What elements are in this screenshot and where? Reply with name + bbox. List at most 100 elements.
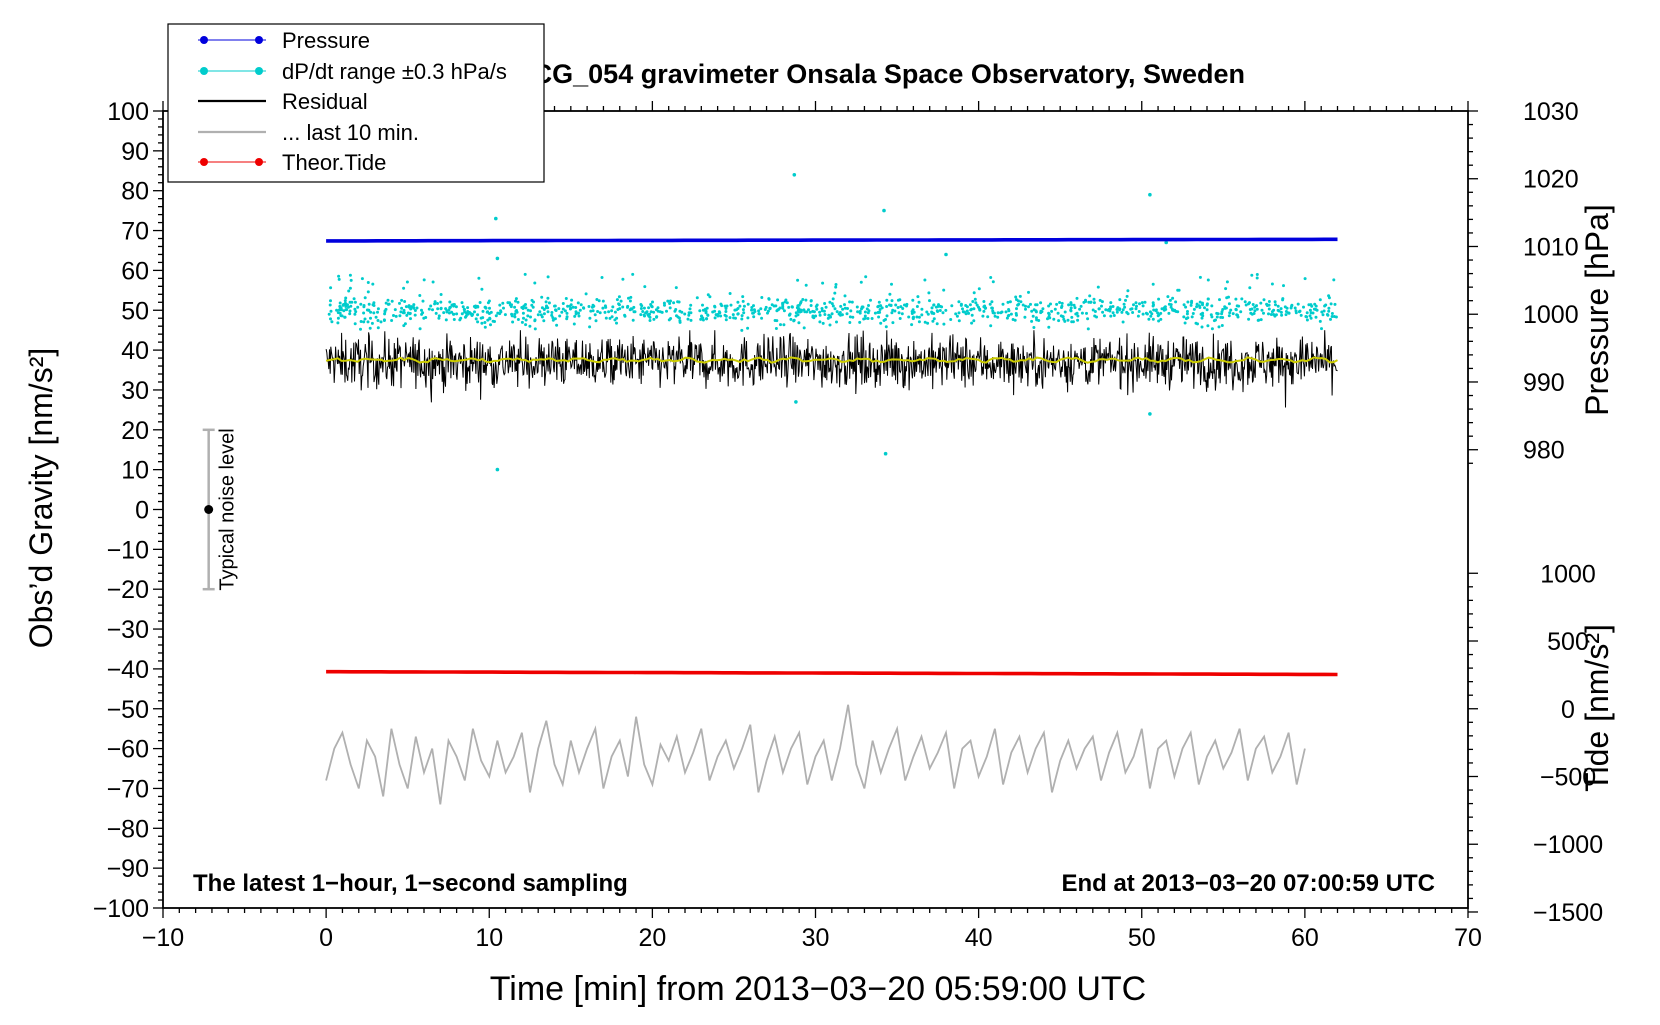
dpdt-point bbox=[366, 281, 370, 284]
dpdt-point bbox=[1333, 302, 1337, 306]
dpdt-point bbox=[1126, 289, 1130, 293]
dpdt-point bbox=[1034, 309, 1038, 313]
dpdt-point bbox=[724, 318, 728, 322]
dpdt-point bbox=[511, 320, 515, 324]
dpdt-point bbox=[648, 319, 652, 322]
dpdt-point bbox=[846, 307, 849, 310]
dpdt-point bbox=[701, 303, 704, 307]
dpdt-point bbox=[601, 306, 605, 310]
dpdt-point bbox=[1307, 303, 1311, 307]
dpdt-point bbox=[498, 303, 502, 307]
dpdt-point bbox=[1135, 304, 1138, 308]
series-smoothed-residual-line bbox=[325, 356, 1338, 364]
x-axis-label: Time [min] from 2013−03−20 05:59:00 UTC bbox=[490, 970, 1146, 1008]
dpdt-point bbox=[978, 308, 982, 312]
dpdt-point bbox=[1248, 286, 1252, 290]
dpdt-point bbox=[796, 313, 800, 317]
dpdt-point bbox=[1115, 310, 1119, 314]
dpdt-point bbox=[915, 315, 919, 319]
dpdt-point bbox=[1011, 318, 1015, 321]
legend-label-last10: ... last 10 min. bbox=[282, 120, 419, 145]
dpdt-point bbox=[1247, 317, 1251, 321]
dpdt-point bbox=[1305, 318, 1309, 322]
dpdt-point bbox=[967, 311, 971, 315]
dpdt-point bbox=[623, 314, 627, 318]
dpdt-point bbox=[1303, 277, 1307, 281]
dpdt-point bbox=[968, 303, 972, 307]
dpdt-point bbox=[1279, 310, 1283, 314]
dpdt-point bbox=[1330, 315, 1334, 318]
dpdt-point bbox=[650, 304, 654, 308]
dpdt-point bbox=[489, 310, 493, 314]
dpdt-point bbox=[1313, 302, 1317, 306]
dpdt-point bbox=[870, 317, 874, 320]
dpdt-point bbox=[1021, 303, 1025, 307]
dpdt-point bbox=[629, 295, 633, 299]
dpdt-point bbox=[506, 301, 510, 305]
dpdt-point bbox=[1067, 303, 1071, 307]
dpdt-point bbox=[516, 300, 520, 304]
dpdt-point bbox=[878, 308, 882, 311]
dpdt-point bbox=[863, 310, 867, 314]
dpdt-point bbox=[1234, 297, 1238, 301]
y-tick-label-pressure: 990 bbox=[1523, 369, 1565, 397]
dpdt-point bbox=[399, 310, 403, 314]
dpdt-point bbox=[733, 308, 737, 312]
dpdt-point bbox=[1118, 298, 1122, 302]
dpdt-point bbox=[851, 315, 855, 319]
dpdt-point bbox=[1167, 311, 1171, 315]
dpdt-point bbox=[1157, 297, 1161, 301]
dpdt-point bbox=[386, 298, 390, 302]
dpdt-point bbox=[720, 304, 724, 308]
dpdt-outlier-point-10 bbox=[1164, 240, 1168, 245]
dpdt-outlier-point-6 bbox=[883, 451, 888, 456]
dpdt-outlier-point-7 bbox=[944, 252, 948, 257]
dpdt-point bbox=[1200, 316, 1204, 320]
dpdt-point bbox=[1164, 307, 1168, 311]
dpdt-point bbox=[376, 310, 379, 314]
dpdt-point bbox=[513, 312, 517, 316]
dpdt-point bbox=[348, 300, 352, 304]
dpdt-point bbox=[1063, 319, 1067, 323]
dpdt-point bbox=[864, 275, 868, 279]
dpdt-point bbox=[873, 311, 877, 315]
dpdt-point bbox=[965, 309, 969, 313]
dpdt-point bbox=[1080, 311, 1084, 315]
legend-entry-tide: Theor.Tide bbox=[198, 150, 386, 175]
dpdt-point bbox=[1198, 306, 1202, 309]
dpdt-point bbox=[820, 307, 824, 310]
dpdt-point bbox=[1060, 301, 1064, 305]
dpdt-point bbox=[433, 300, 437, 304]
dpdt-point bbox=[818, 313, 822, 317]
dpdt-point bbox=[776, 298, 780, 302]
dpdt-point bbox=[472, 305, 476, 308]
dpdt-point bbox=[542, 308, 546, 311]
dpdt-point bbox=[746, 326, 750, 330]
dpdt-point bbox=[992, 311, 996, 315]
dpdt-point bbox=[964, 304, 968, 307]
dpdt-point bbox=[695, 296, 699, 300]
dpdt-point bbox=[376, 326, 380, 330]
dpdt-outlier-point-8 bbox=[1148, 192, 1152, 197]
dpdt-point bbox=[631, 318, 635, 322]
dpdt-point bbox=[327, 312, 331, 316]
dpdt-point bbox=[1277, 309, 1281, 313]
y-tick-label-tide: −500 bbox=[1540, 763, 1596, 791]
dpdt-point bbox=[526, 314, 530, 318]
dpdt-point bbox=[362, 311, 366, 315]
dpdt-point bbox=[615, 298, 619, 302]
legend-marker-tide-2 bbox=[255, 158, 263, 166]
dpdt-point bbox=[403, 322, 407, 326]
dpdt-point bbox=[689, 303, 693, 307]
dpdt-point bbox=[458, 318, 462, 322]
dpdt-point bbox=[890, 299, 894, 303]
dpdt-point bbox=[1290, 303, 1294, 307]
dpdt-point bbox=[1284, 313, 1288, 317]
dpdt-point bbox=[790, 305, 794, 309]
dpdt-point bbox=[359, 302, 363, 306]
dpdt-point bbox=[589, 309, 593, 313]
legend-entry-dpdt: dP/dt range ±0.3 hPa/s bbox=[198, 59, 507, 84]
dpdt-point bbox=[1118, 307, 1122, 311]
dpdt-point bbox=[824, 305, 828, 309]
dpdt-point bbox=[991, 280, 995, 284]
